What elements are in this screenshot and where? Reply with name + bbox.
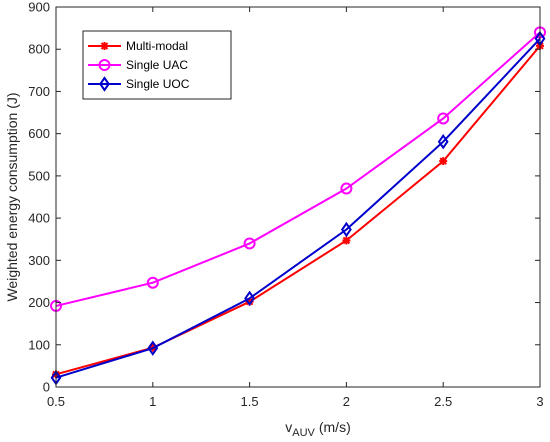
x-tick-label: 1 xyxy=(149,394,156,409)
data-point xyxy=(340,221,352,238)
legend: Multi-modal Single UAC Single UOC xyxy=(82,30,232,100)
legend-label: Single UOC xyxy=(126,77,190,91)
legend-swatch-marker xyxy=(100,42,109,50)
series-single-uoc xyxy=(50,30,546,386)
data-point xyxy=(340,182,353,195)
data-point xyxy=(146,276,159,289)
legend-entry: Multi-modal xyxy=(88,39,188,53)
y-axis: 0 100 200 300 400 500 600 700 800 900 xyxy=(28,0,540,395)
x-tick-label: 1.5 xyxy=(241,394,259,409)
legend-entry: Single UAC xyxy=(88,58,188,72)
legend-swatch-marker xyxy=(99,76,110,92)
series-line xyxy=(55,31,541,307)
data-point xyxy=(147,340,159,356)
y-tick-label: 500 xyxy=(28,168,50,183)
y-tick-label: 400 xyxy=(28,211,50,226)
x-tick-label: 3 xyxy=(536,394,543,409)
data-point xyxy=(244,290,256,307)
y-tick-label: 600 xyxy=(28,126,50,141)
x-axis-title: vAUV (m/s) xyxy=(285,419,351,439)
data-point xyxy=(437,133,449,150)
x-axis-title-main: v xyxy=(285,419,292,435)
y-tick-label: 900 xyxy=(28,0,50,15)
x-tick-label: 2 xyxy=(343,394,350,409)
x-tick-label: 2.5 xyxy=(434,394,452,409)
legend-label: Multi-modal xyxy=(126,39,188,53)
y-tick-label: 200 xyxy=(28,295,50,310)
legend-label: Single UAC xyxy=(126,58,188,72)
legend-entry: Single UOC xyxy=(88,76,190,92)
x-axis: 0.5 1 1.5 2 2.5 3 xyxy=(47,7,544,409)
x-tick-label: 0.5 xyxy=(47,394,65,409)
plot-frame xyxy=(55,6,541,388)
series-layer xyxy=(50,26,546,386)
data-point xyxy=(342,236,351,245)
data-point xyxy=(243,237,256,250)
y-tick-label: 300 xyxy=(28,253,50,268)
x-axis-title-unit: (m/s) xyxy=(319,419,351,435)
y-tick-label: 700 xyxy=(28,84,50,99)
series-line xyxy=(55,37,541,379)
data-point xyxy=(437,112,450,125)
x-axis-title-subscript: AUV xyxy=(292,427,315,439)
y-tick-label: 800 xyxy=(28,42,50,57)
y-tick-label: 0 xyxy=(43,380,50,395)
y-tick-label: 100 xyxy=(28,337,50,352)
y-axis-title: Weighted energy consumption (J) xyxy=(4,92,20,301)
data-point xyxy=(439,157,448,166)
legend-swatch-marker xyxy=(98,59,111,71)
